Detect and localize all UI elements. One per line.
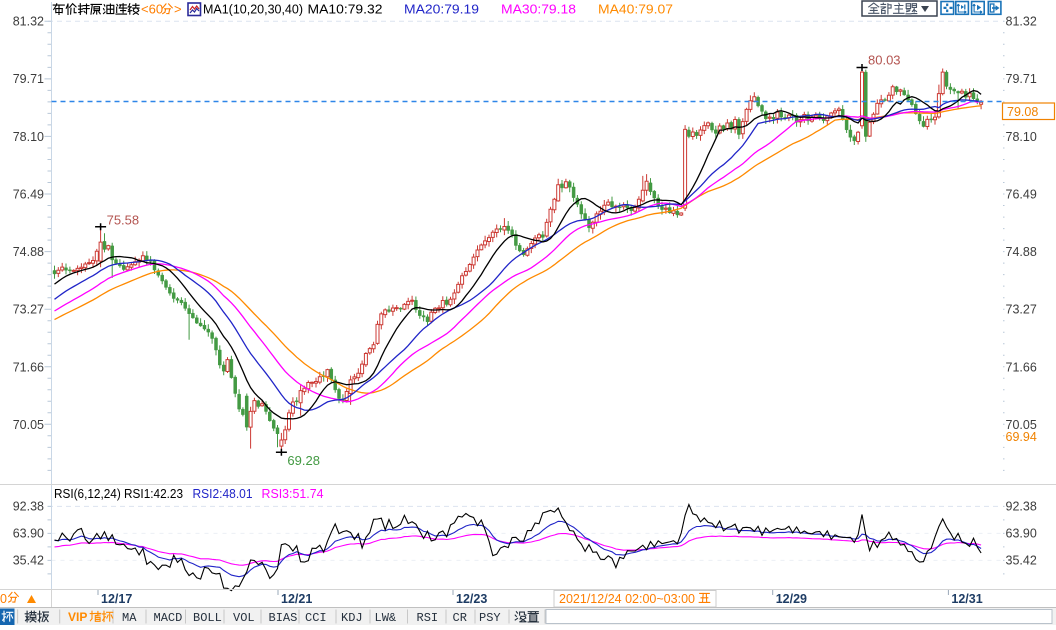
svg-text:35.42: 35.42 <box>1006 554 1037 568</box>
svg-text:12/29: 12/29 <box>776 592 807 606</box>
svg-text:CCI: CCI <box>305 611 327 625</box>
svg-text:0: 0 <box>0 592 7 606</box>
svg-text:69.94: 69.94 <box>1006 430 1037 444</box>
svg-text:79.71: 79.71 <box>1006 72 1037 86</box>
svg-text:73.27: 73.27 <box>1006 303 1037 317</box>
svg-text:BIAS: BIAS <box>269 611 298 625</box>
svg-text:MA20:79.19: MA20:79.19 <box>404 2 479 17</box>
svg-text:70.05: 70.05 <box>13 418 44 432</box>
svg-text:81.32: 81.32 <box>13 15 44 29</box>
svg-text:76.49: 76.49 <box>1006 188 1037 202</box>
svg-text:79.08: 79.08 <box>1007 105 1038 119</box>
svg-text:35.42: 35.42 <box>13 554 44 568</box>
svg-text:12/21: 12/21 <box>281 592 312 606</box>
svg-text:MA10:79.32: MA10:79.32 <box>308 2 383 17</box>
svg-text:92.38: 92.38 <box>13 500 44 514</box>
svg-text:<60: <60 <box>141 2 163 17</box>
svg-text:MA1(10,20,30,40): MA1(10,20,30,40) <box>203 2 303 17</box>
svg-text:KDJ: KDJ <box>341 611 363 625</box>
svg-text:RSI3:51.74: RSI3:51.74 <box>262 487 324 501</box>
svg-text:75.58: 75.58 <box>107 213 140 228</box>
svg-text:63.90: 63.90 <box>13 527 44 541</box>
svg-text:71.66: 71.66 <box>1006 360 1037 374</box>
svg-text:78.10: 78.10 <box>13 130 44 144</box>
svg-text:BOLL: BOLL <box>193 611 222 625</box>
svg-text:RSI(6,12,24) RSI1:42.23: RSI(6,12,24) RSI1:42.23 <box>54 487 183 501</box>
svg-text:MA: MA <box>122 611 137 625</box>
svg-text:LW&: LW& <box>375 611 397 625</box>
svg-text:VIP: VIP <box>68 610 87 624</box>
svg-text:CR: CR <box>453 611 467 625</box>
svg-text:69.28: 69.28 <box>287 453 320 468</box>
svg-text:PSY: PSY <box>479 611 501 625</box>
svg-text:12/31: 12/31 <box>951 592 982 606</box>
svg-text:79.71: 79.71 <box>13 72 44 86</box>
svg-text:70.05: 70.05 <box>1006 418 1037 432</box>
svg-text:74.88: 74.88 <box>1006 245 1037 259</box>
svg-text:78.10: 78.10 <box>1006 130 1037 144</box>
svg-text:73.27: 73.27 <box>13 303 44 317</box>
svg-text:12/23: 12/23 <box>456 592 487 606</box>
svg-text:RSI: RSI <box>417 611 439 625</box>
svg-text:80.03: 80.03 <box>868 53 901 68</box>
svg-text:>: > <box>174 2 182 17</box>
svg-text:MACD: MACD <box>154 611 183 625</box>
svg-text:92.38: 92.38 <box>1006 500 1037 514</box>
svg-text:VOL: VOL <box>233 611 255 625</box>
svg-text:74.88: 74.88 <box>13 245 44 259</box>
svg-text:76.49: 76.49 <box>13 188 44 202</box>
svg-text:12/17: 12/17 <box>101 592 132 606</box>
svg-text:71.66: 71.66 <box>13 360 44 374</box>
svg-text:RSI2:48.01: RSI2:48.01 <box>193 487 253 501</box>
svg-text:2021/12/24 02:00~03:00: 2021/12/24 02:00~03:00 <box>559 592 695 606</box>
svg-text:63.90: 63.90 <box>1006 527 1037 541</box>
svg-text:81.32: 81.32 <box>1006 15 1037 29</box>
svg-text:MA40:79.07: MA40:79.07 <box>598 2 673 17</box>
svg-text:MA30:79.18: MA30:79.18 <box>501 2 576 17</box>
